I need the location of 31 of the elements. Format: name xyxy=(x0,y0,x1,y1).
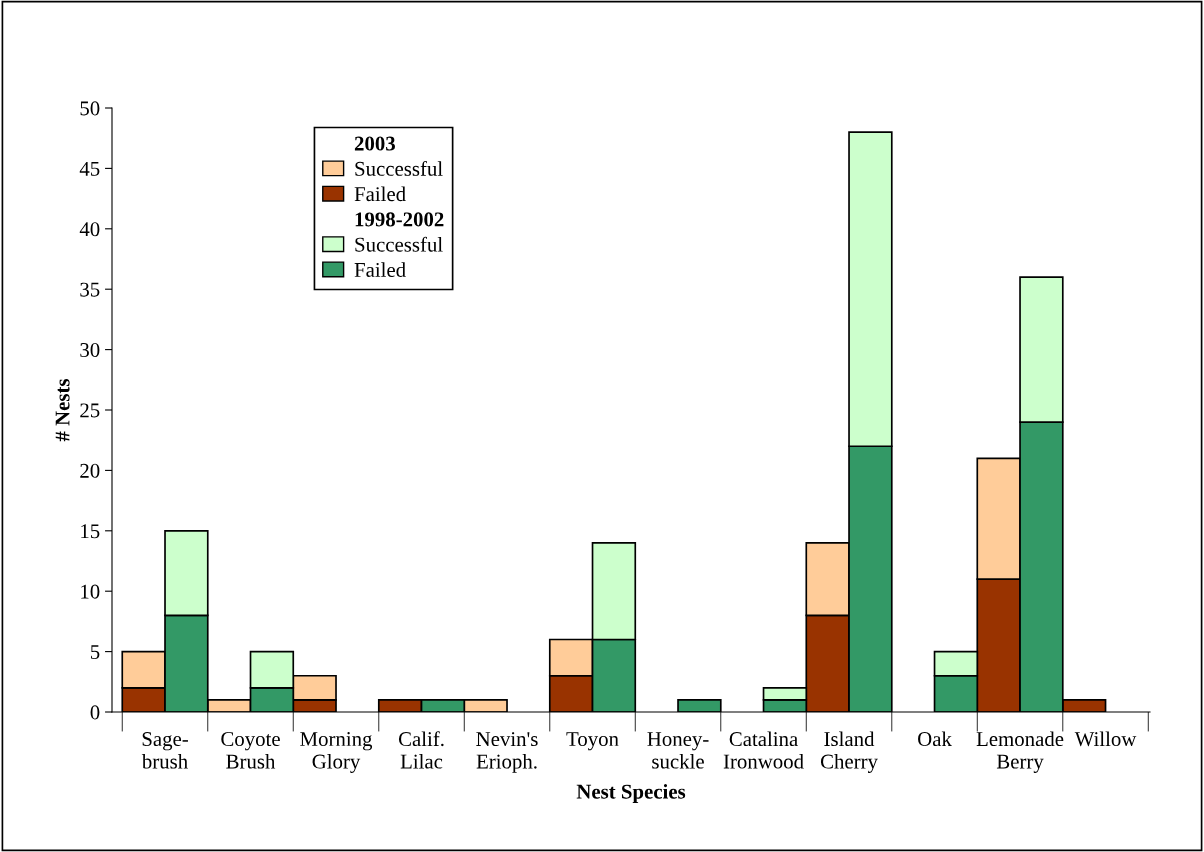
x-tick-label: Island Cherry xyxy=(820,731,878,773)
y-tick-label: 20 xyxy=(80,463,100,478)
legend-label: Successful xyxy=(355,236,443,252)
y-tick-label: 35 xyxy=(80,282,100,297)
y-tick-label: 50 xyxy=(80,101,100,116)
y-tick-label: 5 xyxy=(90,645,100,660)
y-tick-label: 40 xyxy=(79,222,100,237)
x-tick-label: Coyote Brush xyxy=(221,732,280,769)
y-tick-label: 0 xyxy=(90,705,100,720)
x-tick-label: Sage- brush xyxy=(141,732,188,769)
x-tick-label: Morning Glory xyxy=(300,732,373,773)
x-tick-label: Calif. Lilac xyxy=(398,731,444,769)
y-tick-label: 30 xyxy=(80,342,100,358)
y-axis-title: # Nests xyxy=(55,378,70,442)
x-tick-label: Toyon xyxy=(566,732,619,751)
y-tick-label: 25 xyxy=(80,403,100,418)
y-tick-label: 45 xyxy=(79,161,100,176)
x-tick-label: Catalina Ironwood xyxy=(723,731,804,769)
x-tick-label: Oak xyxy=(918,731,952,747)
legend-label: Failed xyxy=(354,262,406,277)
x-tick-label: Honey- suckle xyxy=(647,732,709,769)
x-tick-label: Nevin's Erioph. xyxy=(476,732,538,773)
legend-label: Failed xyxy=(354,186,406,202)
x-tick-label: Lemonade Berry xyxy=(976,731,1064,773)
y-tick-label: 15 xyxy=(81,524,100,539)
x-axis-title: Nest Species xyxy=(576,784,686,803)
y-tick-label: 10 xyxy=(81,584,100,599)
x-tick-label: Willow xyxy=(1074,731,1137,747)
legend-title: 2003 xyxy=(354,136,395,151)
legend-title: 1998-2002 xyxy=(355,212,444,227)
legend-label: Successful xyxy=(355,161,443,176)
